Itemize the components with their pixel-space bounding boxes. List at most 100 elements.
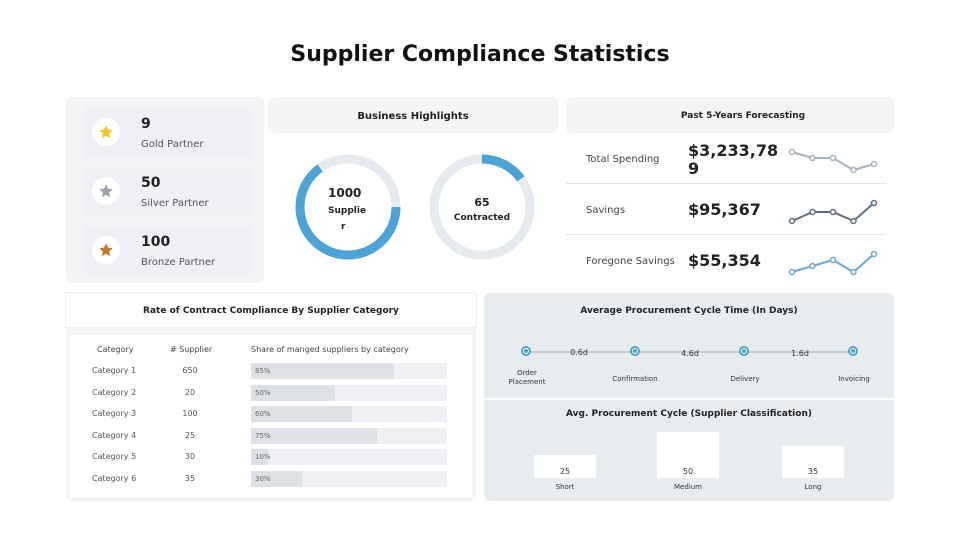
- star-icon: [99, 125, 113, 139]
- stage-dot: [630, 346, 640, 356]
- bronze-badge: [92, 236, 120, 264]
- category-cell: Category 1: [92, 366, 137, 375]
- partner-count: 9: [141, 116, 151, 132]
- forecast-label: Total Spending: [586, 154, 660, 165]
- highlight-rings: [295, 154, 535, 260]
- bar-mark: [657, 432, 719, 478]
- bar-mark: [782, 445, 844, 478]
- stage-dot: [521, 346, 531, 356]
- table-row: Category 6 35 30%: [84, 470, 464, 490]
- sparkline-point: [788, 148, 796, 156]
- ring2-value: 65: [474, 196, 490, 209]
- stage-label: Delivery: [730, 375, 760, 383]
- forecast-label: Savings: [586, 205, 626, 216]
- share-bar-track: 10%: [251, 449, 447, 465]
- partner-label: Gold Partner: [141, 139, 204, 150]
- share-percent: 75%: [255, 432, 271, 440]
- category-cell: Category 5: [92, 452, 137, 461]
- page-title: Supplier Compliance Statistics: [290, 42, 670, 67]
- forecast-row: Savings $95,367: [566, 185, 886, 235]
- duration-label: 4.6d: [681, 349, 699, 358]
- sparkline-point: [809, 154, 816, 162]
- table-row: Category 5 30 10%: [84, 448, 464, 468]
- ring2-label: Contracted: [453, 213, 511, 223]
- share-bar-fill: [251, 449, 268, 465]
- stage-dot: [848, 346, 858, 356]
- share-percent: 10%: [255, 453, 271, 461]
- highlights-header: [268, 97, 558, 133]
- forecast-label: Foregone Savings: [586, 256, 675, 267]
- sparkline-point: [829, 256, 837, 264]
- supplier-ring-progress: [295, 154, 401, 260]
- share-bar-track: 85%: [251, 363, 447, 379]
- table-row: Category 1 650 85%: [84, 362, 464, 382]
- supplier-count-cell: 35: [184, 474, 196, 483]
- star-icon: [99, 184, 113, 198]
- forecast-row: Total Spending $3,233,78 9: [566, 134, 886, 184]
- table-row: Category 2 20 50%: [84, 384, 464, 404]
- compliance-title: Rate of Contract Compliance By Supplier …: [143, 306, 399, 316]
- partner-count: 50: [141, 175, 161, 191]
- col-header-supplier: # Supplier: [170, 345, 213, 354]
- avg-cycle-title: Avg. Procurement Cycle (Supplier Classif…: [566, 409, 812, 419]
- forecast-value-line1: $3,233,78: [688, 141, 779, 160]
- partner-count: 100: [141, 234, 171, 250]
- sparkline-point: [870, 160, 878, 168]
- star-icon: [99, 243, 113, 257]
- sparkline-point: [788, 217, 796, 225]
- stage-label: Invoicing: [838, 375, 870, 383]
- duration-label: 0.6d: [570, 348, 588, 357]
- duration-label: 1.6d: [791, 349, 809, 358]
- supplier-count-cell: 25: [184, 431, 196, 440]
- ring1-label-wrap: r: [341, 222, 346, 232]
- col-header-category: Category: [97, 345, 134, 354]
- forecast-value-line2: 9: [688, 159, 700, 178]
- share-bar-track: 50%: [251, 385, 447, 401]
- partner-card-silver: 50 Silver Partner: [84, 167, 252, 217]
- forecast-value: $55,354: [688, 251, 761, 270]
- ring1-value: 1000: [328, 186, 362, 200]
- supplier-count-cell: 20: [184, 388, 196, 397]
- supplier-count-cell: 100: [182, 409, 198, 418]
- stage-label: Order Placement: [508, 369, 546, 386]
- share-bar-fill: [251, 363, 395, 379]
- bar-value-label: 50: [682, 467, 694, 476]
- sparkline-point: [850, 217, 857, 225]
- contracted-ring-progress: [429, 154, 535, 260]
- share-bar-fill: [251, 428, 378, 444]
- col-header-share: Share of manged suppliers by category: [251, 345, 409, 354]
- supplier-count-cell: 650: [182, 366, 198, 375]
- sparkline-point: [788, 268, 796, 276]
- share-bar-fill: [251, 385, 336, 401]
- sparkline-point: [829, 208, 837, 216]
- table-row: Category 3 100 60%: [84, 405, 464, 425]
- sparkline-point: [850, 166, 857, 174]
- category-cell: Category 2: [92, 388, 137, 397]
- share-percent: 30%: [255, 475, 271, 483]
- sparkline-point: [870, 250, 878, 258]
- table-row: Category 4 25 75%: [84, 427, 464, 447]
- category-cell: Category 6: [92, 474, 137, 483]
- gold-badge: [92, 118, 120, 146]
- sparkline-point: [829, 154, 837, 162]
- cycle-title: Average Procurement Cycle Time (In Days): [580, 306, 798, 316]
- share-percent: 60%: [255, 410, 271, 418]
- bar-category-label: Long: [804, 483, 822, 491]
- trend-sparkline: [788, 148, 878, 174]
- partner-label: Bronze Partner: [141, 257, 216, 268]
- stage-dot: [739, 346, 749, 356]
- bar-category-label: Medium: [674, 483, 702, 491]
- forecast-title: Past 5-Years Forecasting: [680, 111, 806, 121]
- cycle-timeline-line: [526, 351, 854, 353]
- category-cell: Category 3: [92, 409, 137, 418]
- sparkline-point: [870, 199, 878, 207]
- share-bar-fill: [251, 406, 353, 422]
- bar-mark: [534, 455, 596, 478]
- bar-value-label: 25: [559, 467, 571, 476]
- forecast-row: Foregone Savings $55,354: [566, 236, 886, 286]
- bar-category-label: Short: [555, 483, 575, 491]
- silver-badge: [92, 177, 120, 205]
- bar-value-label: 35: [807, 467, 819, 476]
- supplier-count-cell: 30: [184, 452, 196, 461]
- trend-sparkline: [788, 199, 878, 225]
